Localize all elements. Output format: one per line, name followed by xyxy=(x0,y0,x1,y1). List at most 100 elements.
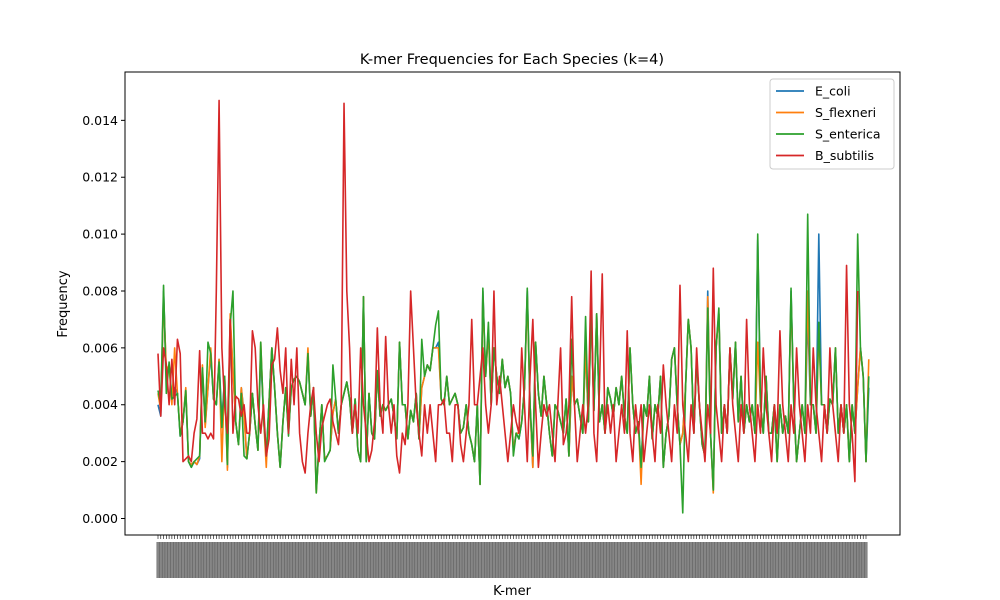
x-tick-label xyxy=(645,542,649,578)
x-tick-label xyxy=(267,542,271,578)
x-tick-label xyxy=(289,542,293,578)
x-tick-label xyxy=(606,542,610,578)
x-tick-label xyxy=(828,542,832,578)
x-tick-label xyxy=(547,542,552,578)
x-tick-label xyxy=(175,542,180,578)
x-tick-label xyxy=(231,542,235,578)
series-line-B_subtilis xyxy=(157,99,859,483)
x-tick-label xyxy=(550,542,554,578)
x-tick-label xyxy=(778,542,782,578)
x-tick-label xyxy=(770,542,774,578)
x-tick-label xyxy=(681,542,685,578)
x-tick-label xyxy=(259,542,263,578)
x-tick-label xyxy=(583,542,588,578)
x-tick-label xyxy=(389,542,393,578)
x-tick-label xyxy=(561,542,565,578)
x-tick-label xyxy=(781,542,785,578)
x-tick-label xyxy=(489,542,493,578)
x-tick-label xyxy=(608,542,613,578)
x-tick-label xyxy=(633,542,638,578)
series-layer xyxy=(157,99,870,514)
y-tick-label: 0.014 xyxy=(82,113,118,128)
x-tick-label xyxy=(520,542,524,578)
x-tick-label xyxy=(545,542,549,578)
x-tick-label xyxy=(753,542,757,578)
x-tick-label xyxy=(486,542,490,578)
x-tick-label xyxy=(311,542,316,578)
x-tick-label xyxy=(386,542,391,578)
x-tick-label xyxy=(814,542,818,578)
x-tick-label xyxy=(173,542,177,578)
x-tick-label xyxy=(200,542,205,578)
x-tick-label xyxy=(794,542,799,578)
x-tick-label xyxy=(570,542,574,578)
x-tick-label xyxy=(314,542,318,578)
x-tick-label xyxy=(420,542,424,578)
x-tick-label xyxy=(514,542,518,578)
x-tick-label xyxy=(534,542,538,578)
x-tick-label xyxy=(858,542,863,578)
x-tick-label xyxy=(642,542,646,578)
x-tick-label xyxy=(856,542,860,578)
x-tick-label xyxy=(350,542,354,578)
x-tick-label xyxy=(783,542,788,578)
x-tick-label xyxy=(861,542,865,578)
x-tick-label xyxy=(595,542,599,578)
x-tick-label xyxy=(253,542,257,578)
x-tick-label xyxy=(206,542,210,578)
x-tick-label xyxy=(203,542,207,578)
x-tick-label xyxy=(631,542,635,578)
x-tick-label xyxy=(528,542,532,578)
x-tick-label xyxy=(620,542,624,578)
x-tick-label xyxy=(497,542,502,578)
x-tick-label xyxy=(436,542,441,578)
x-tick-label xyxy=(397,542,402,578)
x-axis xyxy=(156,535,868,578)
x-tick-label xyxy=(303,542,307,578)
x-tick-label xyxy=(217,542,221,578)
x-tick-label xyxy=(695,542,699,578)
x-tick-label xyxy=(500,542,504,578)
x-tick-label xyxy=(461,542,466,578)
x-tick-label xyxy=(211,542,216,578)
y-tick-label: 0.006 xyxy=(82,340,118,355)
x-tick-label xyxy=(275,542,279,578)
x-tick-label xyxy=(361,542,366,578)
x-tick-label xyxy=(242,542,246,578)
x-tick-label xyxy=(697,542,702,578)
x-tick-label xyxy=(736,542,740,578)
x-tick-label xyxy=(650,542,654,578)
x-tick-label xyxy=(300,542,304,578)
x-tick-label xyxy=(864,542,868,578)
x-tick-label xyxy=(370,542,374,578)
x-tick-label xyxy=(617,542,621,578)
x-tick-label xyxy=(431,542,435,578)
x-tick-label xyxy=(772,542,776,578)
x-tick-label xyxy=(509,542,513,578)
x-tick-label xyxy=(831,542,835,578)
x-tick-label xyxy=(639,542,643,578)
x-tick-label xyxy=(378,542,382,578)
x-tick-label xyxy=(614,542,618,578)
x-tick-label xyxy=(836,542,840,578)
x-tick-label xyxy=(756,542,760,578)
x-tick-label xyxy=(178,542,182,578)
x-tick-label xyxy=(683,542,688,578)
x-tick-label xyxy=(522,542,527,578)
x-tick-label xyxy=(331,542,335,578)
y-tick-label: 0.002 xyxy=(82,454,118,469)
x-tick-label xyxy=(708,542,713,578)
x-tick-label xyxy=(572,542,577,578)
x-tick-label xyxy=(622,542,627,578)
x-tick-label xyxy=(186,542,191,578)
x-tick-label xyxy=(239,542,243,578)
x-tick-label xyxy=(264,542,268,578)
x-tick-label xyxy=(347,542,352,578)
x-tick-label xyxy=(589,542,593,578)
x-tick-label xyxy=(384,542,388,578)
x-tick-label xyxy=(336,542,341,578)
x-tick-label xyxy=(281,542,285,578)
x-tick-label xyxy=(248,542,252,578)
x-tick-label xyxy=(503,542,507,578)
x-tick-label xyxy=(733,542,738,578)
